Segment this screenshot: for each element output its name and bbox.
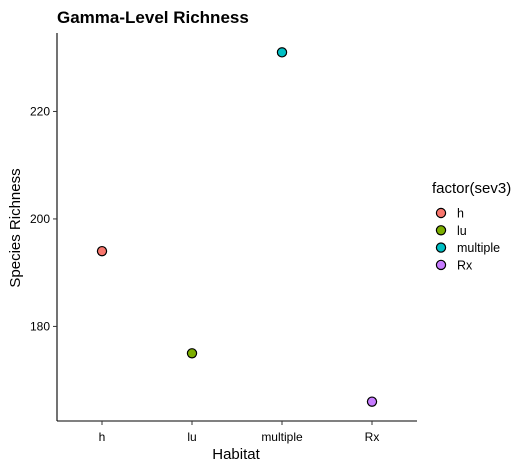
y-axis-title: Species Richness	[7, 168, 24, 287]
legend-label-lu: lu	[457, 224, 467, 238]
legend-key-lu	[436, 226, 445, 235]
x-tick-label: h	[99, 430, 106, 444]
plot-area: 180 200 220 h lu multiple Rx	[30, 33, 417, 444]
legend-label-multiple: multiple	[457, 241, 500, 255]
legend: h lu multiple Rx	[436, 207, 500, 273]
data-point-Rx	[367, 397, 376, 406]
x-tick-label: Rx	[365, 430, 380, 444]
legend-label-h: h	[457, 207, 464, 221]
y-tick-label: 180	[30, 319, 50, 333]
x-axis-title: Habitat	[212, 446, 260, 463]
x-tick-label: lu	[187, 430, 196, 444]
chart-title: Gamma-Level Richness	[57, 8, 249, 27]
x-tick-label: multiple	[261, 430, 303, 444]
data-point-multiple	[277, 48, 286, 57]
y-tick-label: 220	[30, 104, 50, 118]
data-point-lu	[187, 349, 196, 358]
legend-key-multiple	[436, 243, 445, 252]
legend-key-Rx	[436, 260, 445, 269]
legend-title: factor(sev3)	[432, 180, 511, 197]
y-tick-label: 200	[30, 212, 50, 226]
data-point-h	[97, 247, 106, 256]
legend-key-h	[436, 208, 445, 217]
legend-label-Rx: Rx	[457, 258, 473, 272]
